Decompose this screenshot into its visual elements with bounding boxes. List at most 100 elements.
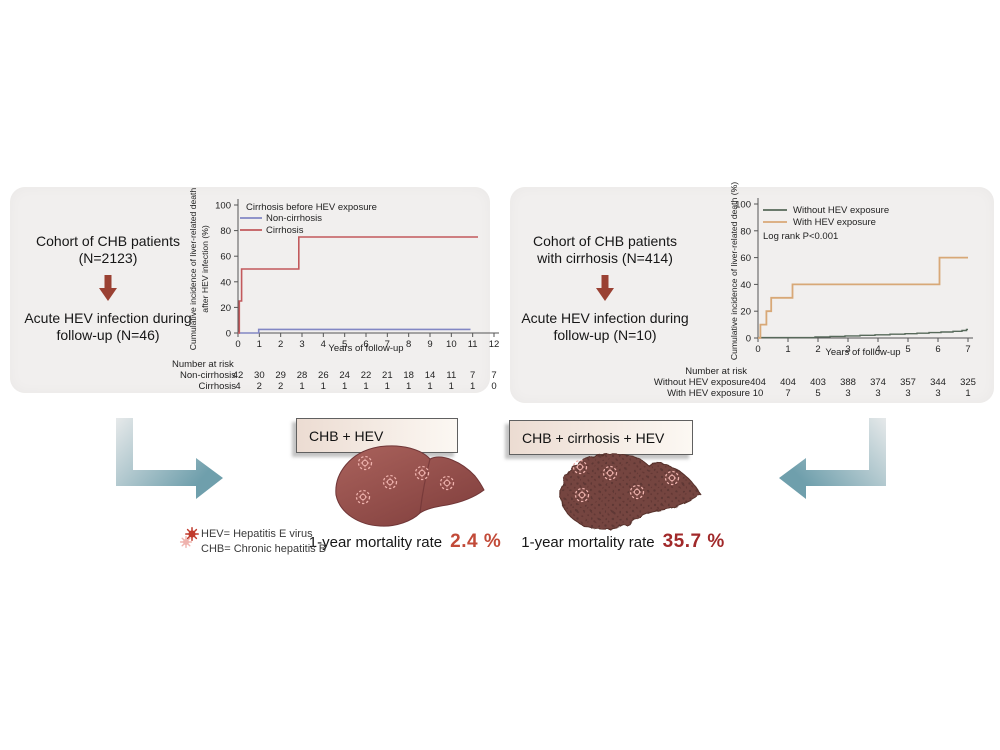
y-tick-label: 100 [215,201,231,212]
number-at-risk-value: 403 [810,377,826,388]
y-tick-label: 80 [220,226,231,237]
number-at-risk-row-label: With HEV exposure [667,388,750,399]
x-axis-title: Years of follow-up [825,347,900,358]
y-tick-label: 0 [226,329,231,340]
number-at-risk-value: 1 [342,381,347,392]
x-tick-label: 10 [446,339,457,350]
number-at-risk-value: 28 [297,370,308,381]
number-at-risk-value: 1 [965,388,970,399]
number-at-risk-value: 1 [363,381,368,392]
number-at-risk-value: 22 [361,370,372,381]
number-at-risk-value: 3 [845,388,850,399]
number-at-risk-value: 3 [905,388,910,399]
series-with-hev-exposure [758,256,968,339]
x-tick-label: 3 [845,344,850,355]
number-at-risk-value: 325 [960,377,976,388]
number-at-risk-value: 1 [449,381,454,392]
mortality-left-label: 1-year mortality rate [308,534,443,551]
number-at-risk-value: 26 [318,370,329,381]
hev-virus-icon [179,527,199,549]
y-tick-label: 60 [220,252,231,263]
cohort-description-left: Cohort of CHB patients (N=2123) Acute HE… [12,233,204,344]
cohort-right-line3: Acute HEV infection during [521,310,689,326]
y-tick-label: 0 [746,334,751,345]
number-at-risk-value: 11 [446,370,456,381]
number-at-risk-value: 404 [750,377,766,388]
number-at-risk-value: 14 [425,370,436,381]
number-at-risk-value: 10 [753,388,764,399]
cohort-left-line2: (N=2123) [78,250,138,266]
x-tick-label: 12 [489,339,500,350]
x-tick-label: 4 [321,339,326,350]
flow-arrow-right-icon [116,418,223,499]
number-at-risk-value: 1 [299,381,304,392]
number-at-risk-value: 2 [257,381,262,392]
series-cirrhosis [238,236,478,334]
number-at-risk-value: 0 [491,381,496,392]
abbrev-hev: HEV= Hepatitis E virus [201,528,313,540]
number-at-risk-value: 21 [382,370,393,381]
number-at-risk-value: 5 [815,388,820,399]
y-tick-label: 40 [740,280,751,291]
x-tick-label: 9 [427,339,432,350]
mortality-right-value: 35.7 % [662,531,725,552]
legend-title: Cirrhosis before HEV exposure [246,202,377,213]
x-tick-label: 11 [468,339,478,350]
number-at-risk-value: 1 [321,381,326,392]
legend-label: With HEV exposure [793,217,876,228]
mortality-right: 1-year mortality rate 35.7 % [521,531,724,553]
number-at-risk-value: 29 [275,370,286,381]
cohort-right-line1: Cohort of CHB patients [533,233,677,249]
y-tick-label: 60 [740,253,751,264]
number-at-risk-value: 344 [930,377,946,388]
x-axis-title: Years of follow-up [328,343,403,354]
cohort-left-line1: Cohort of CHB patients [36,233,180,249]
x-tick-label: 3 [299,339,304,350]
cohort-right-line2: with cirrhosis (N=414) [537,250,673,266]
down-arrow-icon [99,275,117,301]
km-chart-hev-exposure: 0 1 2 3 4 5 6 7 0 20 40 60 80 100 Years of follow-up Cu… [654,182,976,399]
number-at-risk-value: 1 [470,381,475,392]
x-tick-label: 8 [406,339,411,350]
y-axis-title: after HEV infection (%) [200,225,210,313]
x-tick-label: 0 [235,339,240,350]
liver-illustration-cirrhotic [560,453,701,530]
number-at-risk-value: 42 [233,370,244,381]
number-at-risk-value: 404 [780,377,796,388]
number-at-risk-value: 357 [900,377,916,388]
x-tick-label: 2 [278,339,283,350]
abbreviation-legend: HEV= Hepatitis E virus CHB= Chronic hepa… [201,527,326,557]
down-arrow-icon [596,275,614,301]
abbrev-chb: CHB= Chronic hepatitis B [201,543,327,555]
number-at-risk-value: 1 [385,381,390,392]
outcome-box-chb-cirrhosis-hev-label: CHB + cirrhosis + HEV [522,429,665,446]
x-tick-label: 5 [342,339,347,350]
number-at-risk-value: 2 [278,381,283,392]
legend-label: Cirrhosis [266,225,304,236]
cirrhotic-liver-body [560,453,701,530]
number-at-risk-value: 30 [254,370,265,381]
y-tick-label: 20 [220,303,231,314]
liver-illustration-chb [335,445,485,527]
number-at-risk-value: 7 [470,370,475,381]
number-at-risk-value: 3 [935,388,940,399]
x-tick-label: 4 [875,344,880,355]
x-tick-label: 7 [385,339,390,350]
liver-lobe-divide [419,458,431,514]
outcome-box-chb-hev-label: CHB + HEV [309,427,384,444]
mortality-left-value: 2.4 % [450,531,502,552]
y-tick-label: 80 [740,226,751,237]
y-axis-title: Cumulative incidence of liver-related de… [188,188,198,351]
y-tick-label: 40 [220,277,231,288]
series-without-hev-exposure [758,328,968,339]
panel-cirrhosis-cohort [510,187,994,403]
x-tick-label: 2 [815,344,820,355]
cohort-left-line3: Acute HEV infection during [24,310,192,326]
log-rank-annotation: Log rank P<0.001 [763,231,838,242]
x-tick-label: 1 [257,339,262,350]
mortality-left: 1-year mortality rate 2.4 % [308,531,502,553]
number-at-risk-value: 7 [491,370,496,381]
legend-label: Non-cirrhosis [266,213,322,224]
